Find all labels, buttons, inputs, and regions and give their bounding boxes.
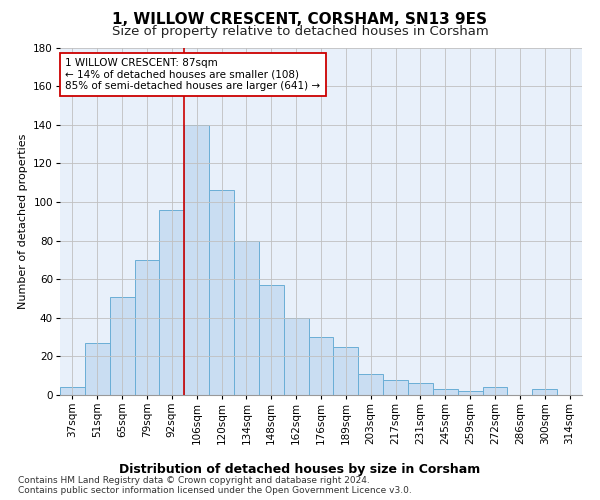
Bar (110, 296, 134, 395)
Bar (60, 388, 85, 395)
Bar (334, 346, 358, 395)
Bar (184, 124, 209, 395)
Bar (160, 210, 184, 395)
Bar (85, 343, 110, 395)
Bar (308, 337, 334, 395)
Bar (284, 318, 308, 395)
Bar (259, 285, 284, 395)
Text: 1, WILLOW CRESCENT, CORSHAM, SN13 9ES: 1, WILLOW CRESCENT, CORSHAM, SN13 9ES (113, 12, 487, 28)
Bar (482, 388, 508, 395)
Text: Distribution of detached houses by size in Corsham: Distribution of detached houses by size … (119, 462, 481, 475)
Y-axis label: Number of detached properties: Number of detached properties (18, 134, 28, 309)
Bar (408, 384, 433, 395)
Text: Size of property relative to detached houses in Corsham: Size of property relative to detached ho… (112, 25, 488, 38)
Text: Contains HM Land Registry data © Crown copyright and database right 2024.: Contains HM Land Registry data © Crown c… (18, 476, 370, 485)
Text: Contains public sector information licensed under the Open Government Licence v3: Contains public sector information licen… (18, 486, 412, 495)
Bar (532, 389, 557, 395)
Bar (134, 260, 160, 395)
Text: 1 WILLOW CRESCENT: 87sqm
← 14% of detached houses are smaller (108)
85% of semi-: 1 WILLOW CRESCENT: 87sqm ← 14% of detach… (65, 58, 320, 91)
Bar (209, 190, 234, 395)
Bar (458, 391, 482, 395)
Bar (234, 240, 259, 395)
Bar (433, 389, 458, 395)
Bar (383, 380, 408, 395)
Bar (358, 374, 383, 395)
